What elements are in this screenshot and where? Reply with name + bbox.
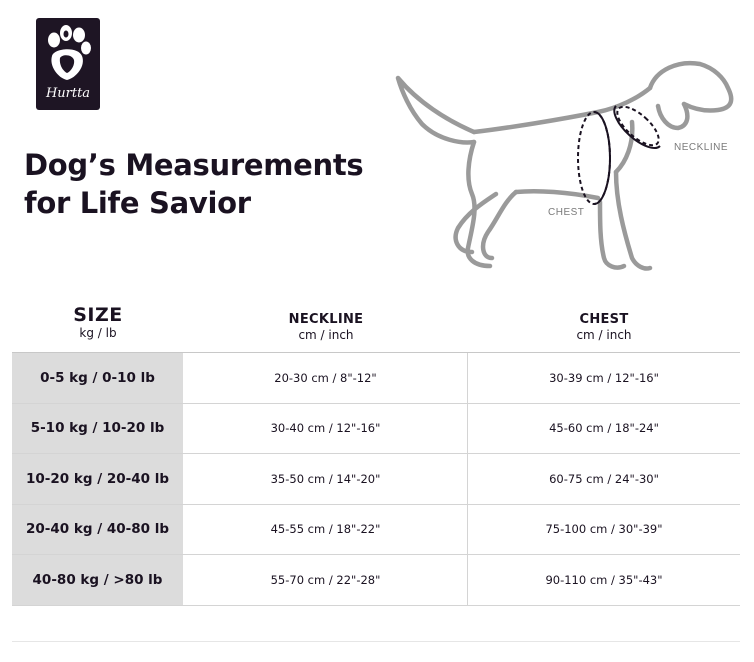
chest-cell: 75-100 cm / 30"-39"	[545, 522, 663, 537]
neckline-column-header: NECKLINE cm / inch	[184, 312, 468, 342]
chest-cell: 90-110 cm / 35"-43"	[545, 572, 663, 587]
table-row: 20-40 kg / 40-80 lb 45-55 cm / 18"-22" 7…	[12, 504, 740, 555]
chest-cell: 60-75 cm / 24"-30"	[549, 471, 659, 486]
size-header-title: SIZE	[73, 304, 123, 326]
neckline-cell: 55-70 cm / 22"-28"	[184, 555, 468, 605]
size-cell: 0-5 kg / 0-10 lb	[12, 353, 184, 403]
table-row: 5-10 kg / 10-20 lb 30-40 cm / 12"-16" 45…	[12, 403, 740, 454]
neckline-header-unit: cm / inch	[298, 328, 354, 342]
paw-icon	[48, 25, 91, 80]
size-cell: 10-20 kg / 20-40 lb	[12, 454, 184, 504]
hurtta-logo: Hurtta	[36, 18, 100, 110]
size-table: 0-5 kg / 0-10 lb 20-30 cm / 8"-12" 30-39…	[12, 352, 740, 606]
table-row: 0-5 kg / 0-10 lb 20-30 cm / 8"-12" 30-39…	[12, 353, 740, 404]
neckline-label: NECKLINE	[674, 142, 729, 153]
bottom-divider	[12, 641, 740, 642]
table-row: 10-20 kg / 20-40 lb 35-50 cm / 14"-20" 6…	[12, 454, 740, 505]
chest-cell: 45-60 cm / 18"-24"	[549, 421, 659, 436]
chest-column-header: CHEST cm / inch	[468, 312, 740, 342]
size-header-unit: kg / lb	[79, 326, 117, 340]
size-cell: 5-10 kg / 10-20 lb	[12, 403, 184, 453]
neckline-cell: 30-40 cm / 12"-16"	[184, 403, 468, 453]
chest-label: CHEST	[548, 207, 585, 218]
chest-cell: 30-39 cm / 12"-16"	[549, 370, 659, 385]
size-cell: 40-80 kg / >80 lb	[12, 555, 184, 605]
size-cell: 20-40 kg / 40-80 lb	[12, 504, 184, 554]
size-column-header: SIZE kg / lb	[12, 304, 184, 340]
page-title: Dog’s Measurements for Life Savior	[24, 146, 364, 222]
neckline-cell: 45-55 cm / 18"-22"	[184, 504, 468, 554]
neckline-cell: 20-30 cm / 8"-12"	[184, 353, 468, 403]
brand-name: Hurtta	[45, 86, 91, 101]
title-line-2: for Life Savior	[24, 186, 251, 220]
dog-outline-icon	[395, 60, 734, 271]
chest-header-title: CHEST	[579, 312, 629, 327]
chest-header-unit: cm / inch	[576, 328, 632, 342]
neckline-cell: 35-50 cm / 14"-20"	[184, 454, 468, 504]
title-line-1: Dog’s Measurements	[24, 148, 364, 182]
neckline-header-title: NECKLINE	[288, 312, 364, 327]
table-row: 40-80 kg / >80 lb 55-70 cm / 22"-28" 90-…	[12, 555, 740, 606]
